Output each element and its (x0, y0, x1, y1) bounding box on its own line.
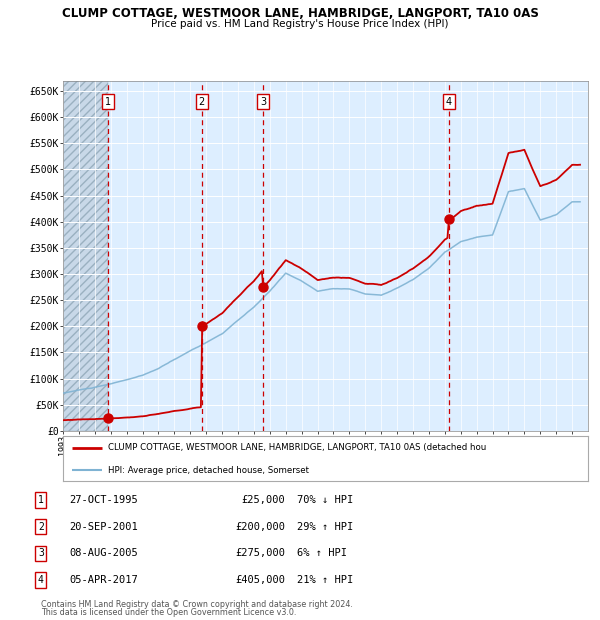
Text: 70% ↓ HPI: 70% ↓ HPI (297, 495, 353, 505)
Text: 2: 2 (38, 521, 44, 532)
Text: Contains HM Land Registry data © Crown copyright and database right 2024.: Contains HM Land Registry data © Crown c… (41, 600, 353, 609)
Text: 08-AUG-2005: 08-AUG-2005 (69, 548, 138, 559)
Text: 1: 1 (105, 97, 111, 107)
Text: CLUMP COTTAGE, WESTMOOR LANE, HAMBRIDGE, LANGPORT, TA10 0AS (detached hou: CLUMP COTTAGE, WESTMOOR LANE, HAMBRIDGE,… (107, 443, 486, 453)
Text: This data is licensed under the Open Government Licence v3.0.: This data is licensed under the Open Gov… (41, 608, 296, 617)
Text: 05-APR-2017: 05-APR-2017 (69, 575, 138, 585)
Text: 3: 3 (260, 97, 266, 107)
Text: 20-SEP-2001: 20-SEP-2001 (69, 521, 138, 532)
Text: 2: 2 (199, 97, 205, 107)
Text: CLUMP COTTAGE, WESTMOOR LANE, HAMBRIDGE, LANGPORT, TA10 0AS: CLUMP COTTAGE, WESTMOOR LANE, HAMBRIDGE,… (62, 7, 538, 20)
Text: 21% ↑ HPI: 21% ↑ HPI (297, 575, 353, 585)
Text: 29% ↑ HPI: 29% ↑ HPI (297, 521, 353, 532)
Text: 1: 1 (38, 495, 44, 505)
Text: 3: 3 (38, 548, 44, 559)
Text: 4: 4 (38, 575, 44, 585)
Text: £25,000: £25,000 (241, 495, 285, 505)
Text: 6% ↑ HPI: 6% ↑ HPI (297, 548, 347, 559)
Text: £200,000: £200,000 (235, 521, 285, 532)
Text: 4: 4 (446, 97, 452, 107)
Text: Price paid vs. HM Land Registry's House Price Index (HPI): Price paid vs. HM Land Registry's House … (151, 19, 449, 29)
Text: £275,000: £275,000 (235, 548, 285, 559)
Text: 27-OCT-1995: 27-OCT-1995 (69, 495, 138, 505)
Text: £405,000: £405,000 (235, 575, 285, 585)
Text: HPI: Average price, detached house, Somerset: HPI: Average price, detached house, Some… (107, 466, 308, 475)
